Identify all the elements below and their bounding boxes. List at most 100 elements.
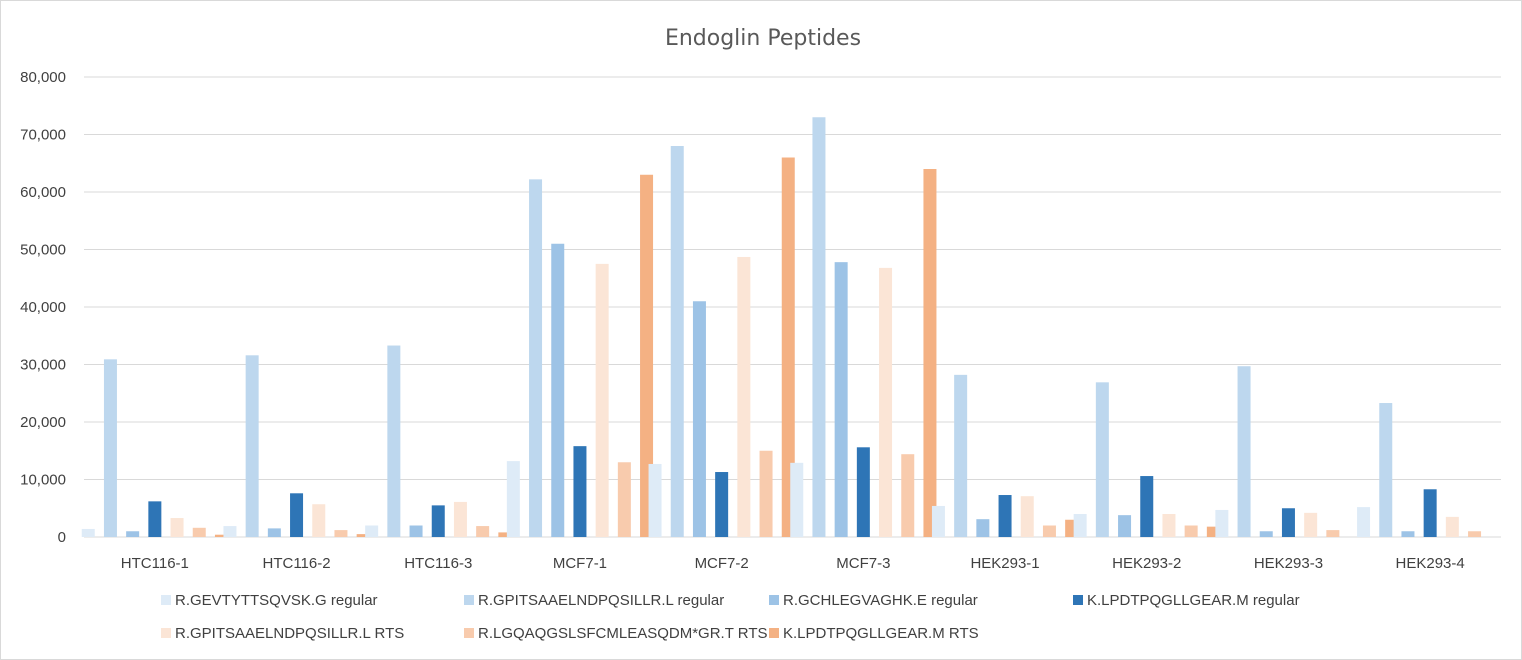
legend-label: R.GPITSAAELNDPQSILLR.L regular (478, 592, 724, 609)
y-tick-label: 20,000 (20, 414, 66, 431)
bar (715, 472, 729, 537)
y-tick-label: 50,000 (20, 242, 66, 259)
x-tick-label: MCF7-2 (695, 555, 749, 572)
legend-label: R.LGQAQGSLSFCMLEASQDM*GR.T RTS (478, 625, 768, 642)
bar (148, 501, 162, 537)
bar (1237, 366, 1251, 537)
bar (1304, 512, 1318, 537)
bar (529, 179, 543, 537)
y-tick-label: 10,000 (20, 472, 66, 489)
legend: R.GEVTYTTSQVSK.G regular R.GPITSAAELNDPQS… (161, 592, 1300, 642)
y-tick-label: 80,000 (20, 69, 66, 86)
bar (781, 157, 795, 537)
bar (126, 531, 140, 537)
bar (901, 454, 915, 537)
bar (170, 518, 184, 537)
bar (1445, 516, 1459, 537)
bar (267, 528, 281, 537)
bar (1215, 509, 1229, 537)
bar (453, 501, 467, 537)
bar (1206, 526, 1220, 537)
bar (409, 525, 423, 537)
y-tick-label: 30,000 (20, 357, 66, 374)
legend-swatch (161, 595, 171, 605)
bar (1468, 531, 1482, 537)
bar (365, 525, 379, 537)
y-tick-label: 40,000 (20, 299, 66, 316)
legend-label: R.GPITSAAELNDPQSILLR.L RTS (175, 625, 404, 642)
bars (81, 117, 1482, 537)
bar (879, 267, 893, 537)
legend-label: R.GEVTYTTSQVSK.G regular (175, 592, 378, 609)
bar (1357, 507, 1371, 537)
x-tick-label: HTC116-2 (263, 555, 331, 572)
y-axis-ticks: 0 10,000 20,000 30,000 40,000 50,000 60,000 70,… (20, 69, 66, 546)
bar (998, 495, 1012, 537)
bar (214, 534, 228, 537)
bar (223, 526, 237, 537)
legend-swatch (161, 628, 171, 638)
legend-item: R.GCHLEGVAGHK.E regular (769, 592, 978, 609)
bar (334, 530, 348, 537)
legend-item: R.GEVTYTTSQVSK.G regular (161, 592, 378, 609)
bar (1401, 531, 1415, 537)
x-tick-label: MCF7-3 (836, 555, 890, 572)
y-tick-label: 60,000 (20, 184, 66, 201)
bar (1184, 525, 1198, 537)
y-tick-label: 70,000 (20, 127, 66, 144)
x-tick-label: MCF7-1 (553, 555, 607, 572)
bar (1073, 514, 1087, 537)
bar (595, 263, 609, 537)
bar (312, 504, 326, 537)
x-tick-label: HTC116-3 (404, 555, 472, 572)
x-tick-label: HTC116-1 (121, 555, 189, 572)
legend-label: R.GCHLEGVAGHK.E regular (783, 592, 978, 609)
legend-item: R.GPITSAAELNDPQSILLR.L regular (464, 592, 724, 609)
legend-item: R.LGQAQGSLSFCMLEASQDM*GR.T RTS (464, 625, 768, 642)
bar (573, 446, 587, 537)
bar (476, 526, 490, 537)
bar (498, 532, 512, 537)
bar (506, 461, 520, 537)
chart-title: Endoglin Peptides (665, 26, 861, 51)
bar (954, 374, 968, 537)
bar (931, 505, 945, 537)
bar (976, 519, 990, 537)
bar (1281, 508, 1295, 537)
legend-swatch (464, 595, 474, 605)
bar (737, 256, 751, 537)
x-tick-label: HEK293-4 (1396, 555, 1465, 572)
bar (103, 359, 117, 537)
bar (1020, 496, 1034, 537)
bar (1379, 403, 1393, 537)
legend-swatch (769, 628, 779, 638)
legend-label: K.LPDTPQGLLGEAR.M RTS (783, 625, 979, 642)
legend-item: K.LPDTPQGLLGEAR.M regular (1073, 592, 1300, 609)
bar (856, 447, 870, 537)
bar (290, 493, 304, 537)
bar (192, 527, 206, 537)
bar (692, 301, 706, 537)
bar (1162, 514, 1176, 537)
bar (759, 450, 773, 537)
bar (617, 462, 631, 537)
bar (923, 169, 937, 537)
bar (834, 262, 848, 537)
legend-swatch (1073, 595, 1083, 605)
bar (812, 117, 826, 537)
bar (1118, 515, 1132, 537)
bar (1042, 525, 1056, 537)
bar (1326, 530, 1340, 537)
x-tick-label: HEK293-2 (1112, 555, 1181, 572)
bar (670, 146, 684, 537)
bar (356, 534, 370, 537)
x-tick-label: HEK293-1 (970, 555, 1039, 572)
bar (431, 505, 445, 537)
legend-label: K.LPDTPQGLLGEAR.M regular (1087, 592, 1300, 609)
bar (648, 463, 662, 537)
x-axis-ticks: HTC116-1 HTC116-2 HTC116-3 MCF7-1 MCF7-2 MCF7… (121, 555, 1465, 572)
legend-item: K.LPDTPQGLLGEAR.M RTS (769, 625, 979, 642)
bar (1140, 476, 1154, 537)
